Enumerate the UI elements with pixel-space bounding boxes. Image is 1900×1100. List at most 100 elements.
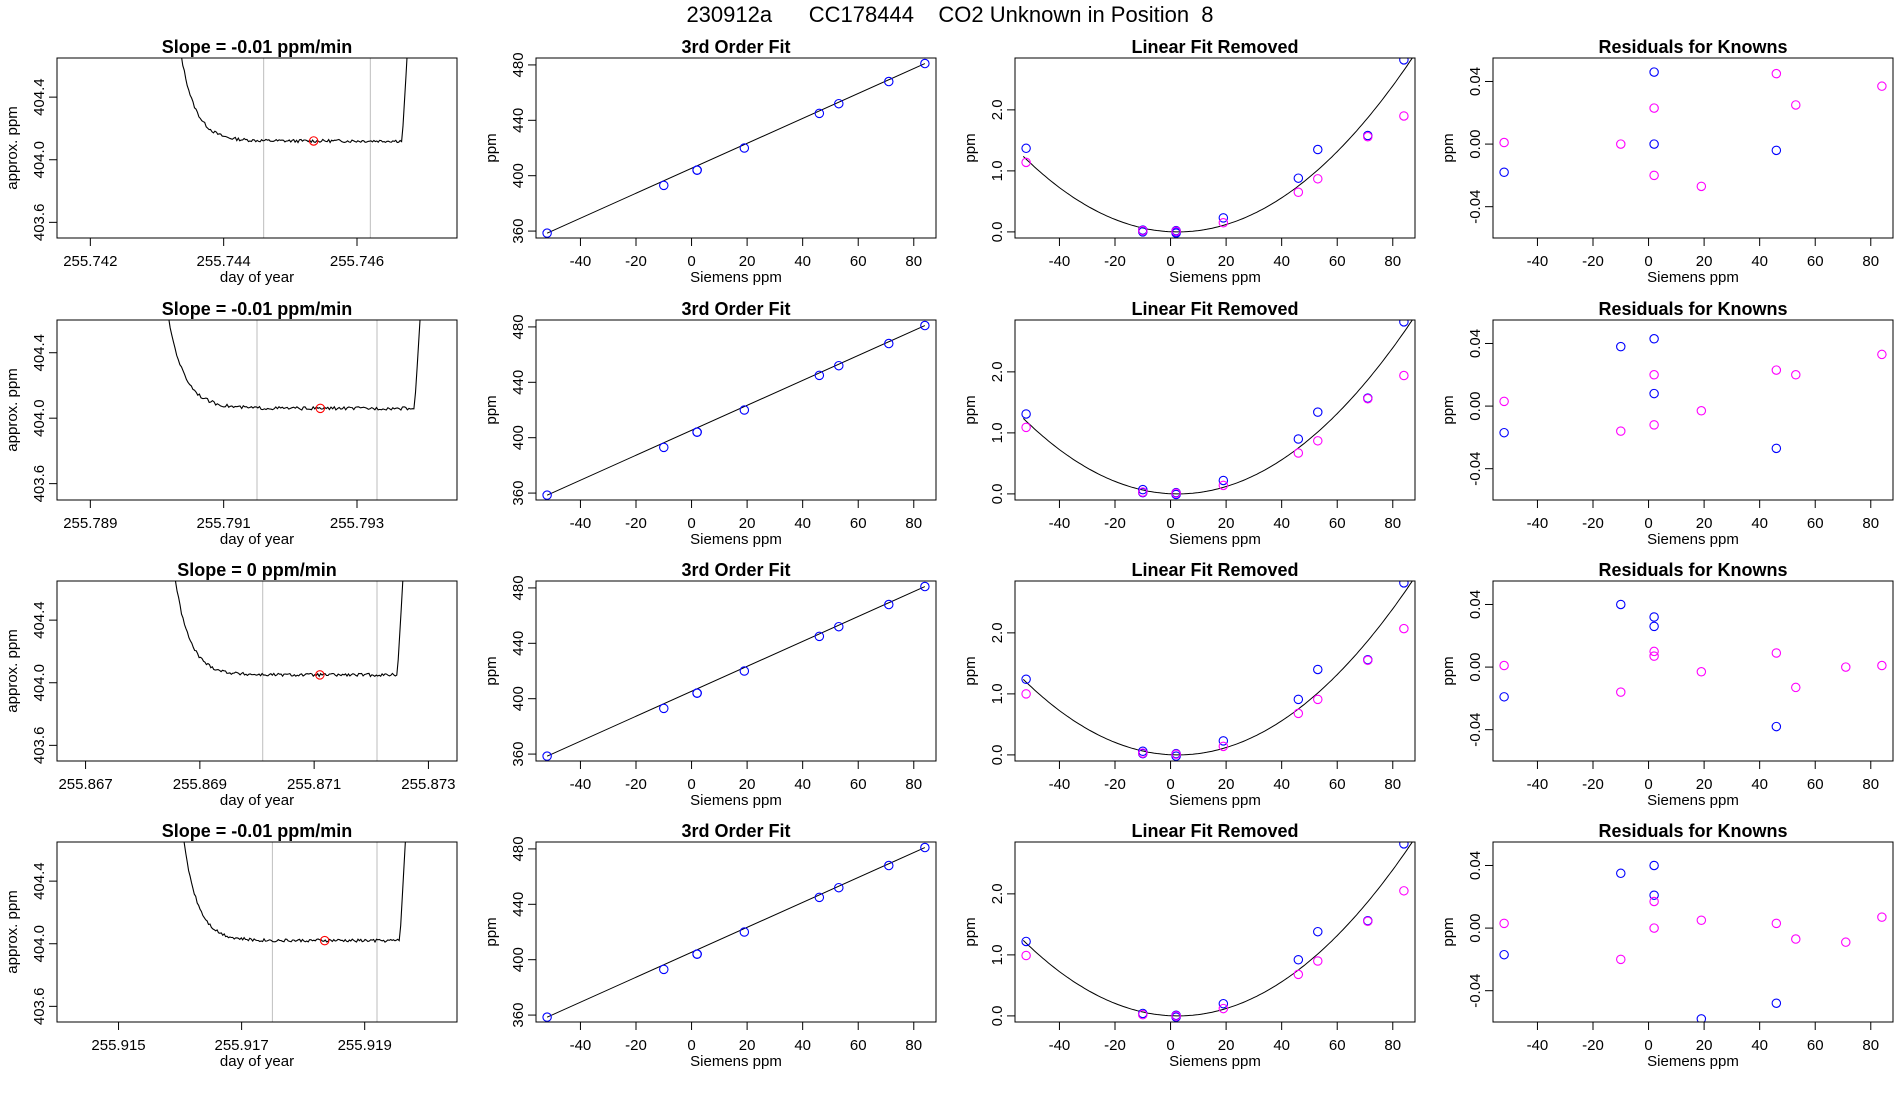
x-tick-label: 20 — [1218, 1037, 1235, 1054]
y-axis-label: ppm — [483, 133, 500, 162]
x-tick-label: 60 — [1329, 253, 1346, 270]
known-point — [1616, 341, 1626, 352]
panel-3-2: 3rd Order Fit -40 -20 0 20 40 60 80 Siemens ppm 3… — [483, 560, 937, 809]
y-axis-label: ppm — [962, 656, 979, 685]
y-tick-label: 440 — [510, 892, 527, 917]
x-tick-label: 80 — [1862, 1037, 1879, 1054]
known-point — [834, 621, 844, 632]
x-tick-label: -20 — [1104, 253, 1126, 270]
known-point — [1313, 664, 1323, 675]
x-tick-label: -20 — [625, 776, 647, 793]
quadratic-curve — [1022, 842, 1413, 1017]
unknown-point — [1649, 103, 1659, 113]
y-tick-label: 480 — [510, 52, 527, 77]
x-tick-label: -20 — [1582, 776, 1604, 793]
panel-title: Slope = -0.01 ppm/min — [162, 821, 353, 841]
known-point — [1649, 612, 1659, 622]
x-axis-label: Siemens ppm — [1647, 269, 1739, 286]
x-tick-label: 60 — [1807, 1037, 1824, 1054]
mean-marker — [315, 403, 326, 414]
unknown-point — [1649, 420, 1659, 430]
panel-title: 3rd Order Fit — [681, 299, 790, 319]
unknown-point — [1293, 448, 1304, 458]
y-tick-label: 0.00 — [1467, 913, 1484, 942]
panel-2-3: Linear Fit Removed -40 -20 0 20 40 60 80 Siemens… — [962, 299, 1416, 548]
known-point — [1313, 407, 1323, 417]
known-point — [1218, 998, 1229, 1009]
known-point — [542, 751, 552, 761]
x-tick-label: 255.919 — [338, 1037, 392, 1054]
y-tick-label: 404.0 — [31, 664, 48, 702]
y-axis-label: ppm — [483, 917, 500, 946]
y-tick-label: 360 — [510, 481, 527, 506]
unknown-point — [1138, 225, 1148, 236]
plot-data — [1021, 58, 1413, 238]
x-axis-label: Siemens ppm — [1647, 531, 1739, 548]
x-tick-label: -20 — [1104, 515, 1126, 532]
quadratic-curve — [1022, 581, 1413, 756]
x-tick-label: 80 — [1384, 253, 1401, 270]
unknown-point — [1616, 954, 1626, 965]
unknown-point — [1791, 370, 1801, 380]
unknown-point — [1218, 480, 1229, 491]
panel-title: 3rd Order Fit — [681, 560, 790, 580]
y-tick-label: 440 — [510, 370, 527, 395]
plot-data — [1021, 320, 1413, 500]
x-tick-label: 255.793 — [330, 515, 384, 532]
y-tick-label: 400 — [510, 425, 527, 450]
y-axis-label: ppm — [962, 133, 979, 162]
known-point — [1218, 213, 1229, 223]
known-point — [814, 892, 825, 903]
unknown-point — [1399, 623, 1409, 634]
known-point — [659, 703, 669, 714]
x-tick-label: 20 — [1696, 776, 1713, 793]
x-tick-label: 20 — [1218, 253, 1235, 270]
unknown-point — [1021, 689, 1031, 699]
x-tick-label: 40 — [1273, 253, 1290, 270]
plot-data — [181, 58, 408, 238]
known-point — [1021, 143, 1031, 154]
mean-marker — [319, 935, 330, 946]
x-axis-label: day of year — [220, 269, 294, 286]
x-tick-label: 0 — [687, 1037, 695, 1054]
fit-line — [546, 847, 926, 1018]
unknown-point — [1293, 969, 1304, 980]
known-point — [659, 964, 669, 975]
y-axis-label: ppm — [483, 395, 500, 424]
unknown-point — [1649, 370, 1659, 380]
panel-1-1: Slope = -0.01 ppm/min 255.742 255.744 255.7… — [4, 37, 458, 286]
panel-title: 3rd Order Fit — [681, 821, 790, 841]
panel-4-2: 3rd Order Fit -40 -20 0 20 40 60 80 Siemens ppm 3… — [483, 821, 937, 1070]
unknown-point — [1399, 111, 1409, 121]
x-tick-label: 0 — [1166, 776, 1174, 793]
known-point — [1218, 475, 1229, 486]
x-tick-label: 255.789 — [63, 515, 117, 532]
plot-data — [542, 581, 930, 761]
y-tick-label: 400 — [510, 947, 527, 972]
y-tick-label: 480 — [510, 575, 527, 600]
known-point — [1293, 955, 1304, 965]
known-point — [1499, 692, 1509, 702]
known-point — [834, 360, 844, 371]
y-tick-label: 1.0 — [989, 683, 1006, 704]
panel-title: Slope = -0.01 ppm/min — [162, 37, 353, 57]
panel-title: Linear Fit Removed — [1131, 299, 1298, 319]
y-tick-label: 440 — [510, 108, 527, 133]
plot-frame — [1014, 841, 1416, 1023]
x-tick-label: 60 — [1807, 776, 1824, 793]
unknown-point — [1138, 487, 1148, 497]
panel-3-4: Residuals for Knowns -40 -20 0 20 40 60 80 Sieme… — [1440, 560, 1894, 809]
known-point — [1649, 334, 1659, 344]
plot-data — [1021, 842, 1413, 1022]
x-tick-label: 80 — [1384, 515, 1401, 532]
y-tick-label: -0.04 — [1467, 190, 1484, 224]
y-tick-label: 2.0 — [989, 361, 1006, 382]
unknown-point — [1649, 896, 1659, 907]
known-point — [814, 370, 825, 381]
unknown-point — [1138, 1009, 1148, 1020]
y-axis-label: approx. ppm — [4, 368, 21, 451]
unknown-point — [1171, 488, 1181, 499]
unknown-point — [1313, 436, 1323, 446]
x-tick-label: 80 — [905, 515, 922, 532]
x-tick-label: 20 — [739, 1037, 756, 1054]
